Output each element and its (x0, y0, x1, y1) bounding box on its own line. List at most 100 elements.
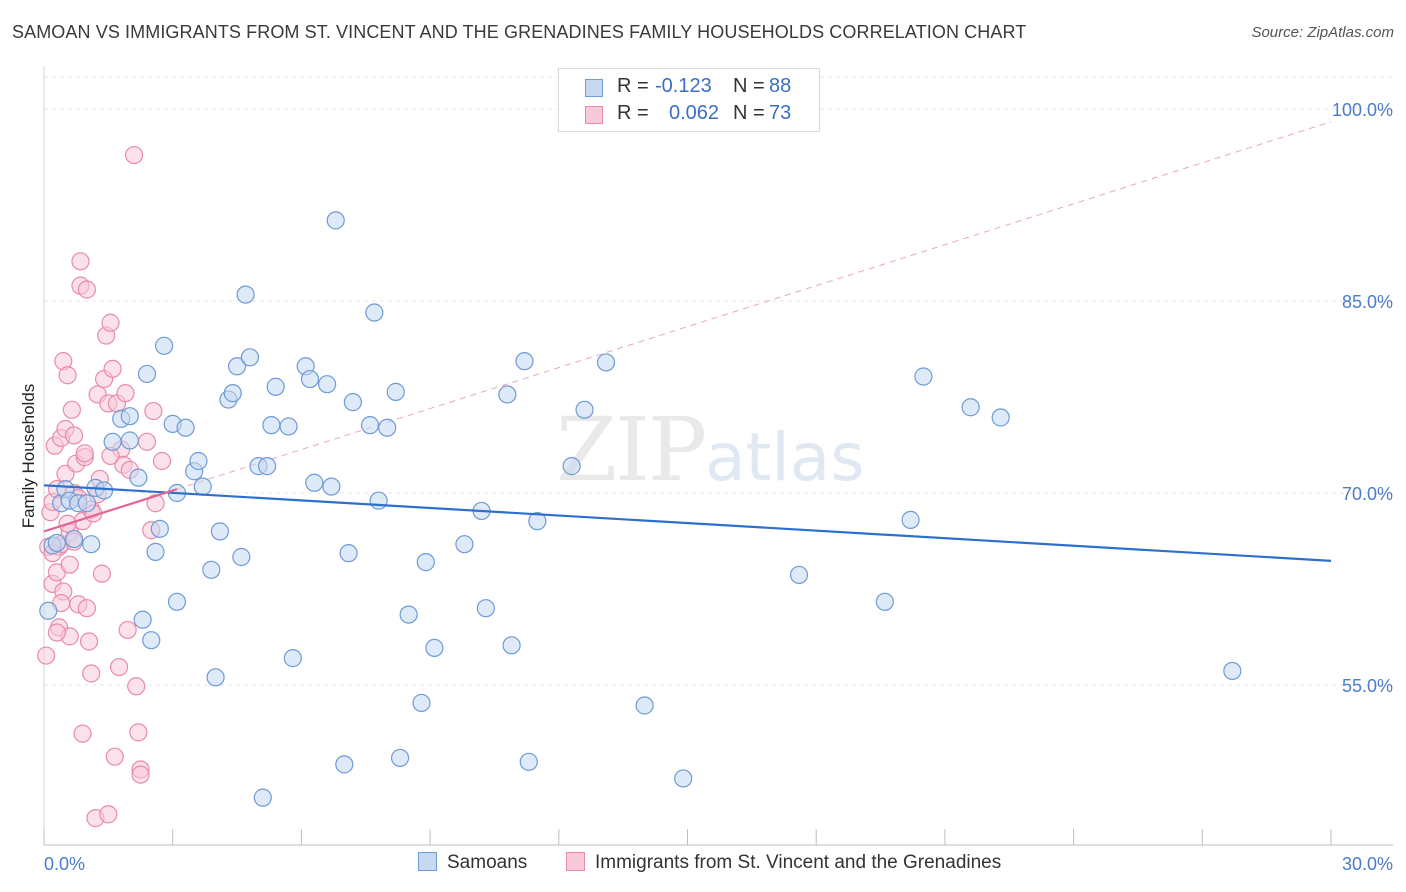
x-tick-label-min: 0.0% (44, 854, 85, 874)
samoans-data-point (390, 748, 410, 768)
immigrants-data-point (75, 444, 94, 463)
samoans-data-point (991, 408, 1010, 427)
immigrants-data-point (103, 359, 122, 378)
immigrants-data-point (129, 723, 148, 742)
bottom-legend-swatch-pink (566, 852, 585, 871)
samoans-trend-line (43, 484, 1332, 562)
samoans-data-point (253, 788, 272, 807)
immigrants-data-point (105, 747, 124, 766)
immigrants-data-point (137, 432, 157, 451)
samoans-data-point (562, 457, 581, 476)
samoans-data-point (193, 477, 212, 496)
samoans-data-point (596, 353, 616, 372)
legend-r-value: 0.062 (669, 102, 720, 124)
samoans-data-point (94, 481, 114, 500)
reference-diagonal-line (176, 121, 1332, 490)
samoans-data-point (266, 377, 285, 396)
immigrants-data-point (77, 599, 97, 618)
immigrants-data-point (37, 646, 56, 665)
samoans-data-point (77, 494, 97, 513)
samoans-data-point (378, 418, 397, 437)
bottom-legend-immigrants: Immigrants from St. Vincent and the Gren… (566, 852, 1001, 874)
stats-legend: R = -0.123 N = 88 R = 0.062 N = 73 (558, 68, 820, 132)
samoans-data-point (425, 638, 444, 657)
legend-swatch-pink (585, 106, 603, 124)
samoans-data-point (64, 529, 84, 549)
samoans-data-point (47, 533, 66, 553)
immigrants-data-point (82, 664, 101, 683)
samoans-data-point (120, 407, 139, 426)
samoans-data-point (262, 416, 281, 435)
legend-n-label: N = (733, 75, 765, 97)
samoans-data-point (343, 393, 362, 412)
legend-r-label: R = (617, 75, 649, 97)
samoans-data-point (223, 384, 242, 403)
immigrants-data-point (116, 384, 135, 403)
immigrants-data-point (77, 280, 97, 299)
watermark-atlas: atlas (705, 419, 865, 496)
samoans-data-point (1223, 661, 1242, 681)
bottom-legend-label: Samoans (447, 852, 528, 873)
y-tick-label: 70.0% (1342, 484, 1393, 504)
samoans-data-point (369, 491, 388, 510)
samoans-data-point (189, 451, 208, 471)
legend-n-label: N = (733, 102, 765, 124)
legend-r-value: -0.123 (655, 75, 712, 97)
legend-n-value: 88 (769, 75, 792, 97)
y-tick-label: 55.0% (1342, 676, 1393, 696)
legend-r-label: R = (617, 102, 649, 124)
samoans-data-point (129, 468, 148, 487)
samoans-data-point (142, 631, 161, 650)
samoans-data-point (412, 693, 431, 713)
immigrants-data-point (47, 623, 66, 642)
samoans-data-point (82, 535, 101, 554)
samoans-data-point (399, 605, 418, 624)
source-label: Source: ZipAtlas.com (1251, 24, 1394, 41)
samoans-data-point (339, 544, 358, 563)
immigrants-data-point (62, 400, 81, 419)
immigrants-data-point (124, 145, 144, 165)
y-tick-label: 85.0% (1342, 292, 1393, 312)
samoans-data-point (326, 211, 345, 230)
samoans-data-point (39, 601, 58, 620)
axes (43, 66, 1393, 846)
immigrants-data-point (58, 366, 77, 385)
x-ticks (43, 829, 1332, 845)
samoans-data-point (386, 382, 405, 401)
samoans-data-point (206, 668, 225, 687)
immigrants-data-point (79, 632, 99, 651)
samoans-data-point (146, 542, 165, 561)
samoans-data-point (167, 592, 187, 611)
immigrants-data-point (152, 451, 172, 471)
immigrants-data-point (144, 401, 163, 421)
samoans-data-point (103, 432, 122, 451)
grid-lines (44, 76, 1393, 686)
samoans-data-point (202, 560, 221, 579)
bottom-legend-label: Immigrants from St. Vincent and the Gren… (595, 852, 1002, 873)
samoans-data-point (789, 565, 809, 585)
immigrants-data-point (118, 620, 137, 640)
samoans-data-point (416, 553, 435, 572)
samoans-data-point (528, 512, 547, 531)
immigrants-data-point (127, 677, 146, 696)
samoans-data-point (210, 522, 229, 541)
samoans-data-point (120, 431, 139, 450)
x-tick-label-max: 30.0% (1342, 854, 1393, 874)
samoans-data-point (279, 417, 298, 436)
y-axis-label: Family Households (19, 384, 38, 529)
samoans-data-point (515, 352, 534, 371)
immigrants-data-point (64, 426, 84, 445)
samoans-data-point (335, 755, 354, 774)
samoans-data-point (155, 336, 174, 355)
samoans-data-point (365, 303, 384, 322)
bottom-legend-samoans: Samoans (418, 852, 527, 874)
immigrants-trend-line (43, 488, 178, 533)
immigrants-data-point (101, 313, 120, 332)
samoans-data-point (257, 457, 277, 476)
chart-title: SAMOAN VS IMMIGRANTS FROM ST. VINCENT AN… (12, 22, 1027, 42)
samoans-data-point (232, 547, 251, 567)
samoans-data-point (176, 418, 195, 437)
samoans-data-point (227, 357, 247, 376)
samoans-data-point (133, 610, 152, 629)
